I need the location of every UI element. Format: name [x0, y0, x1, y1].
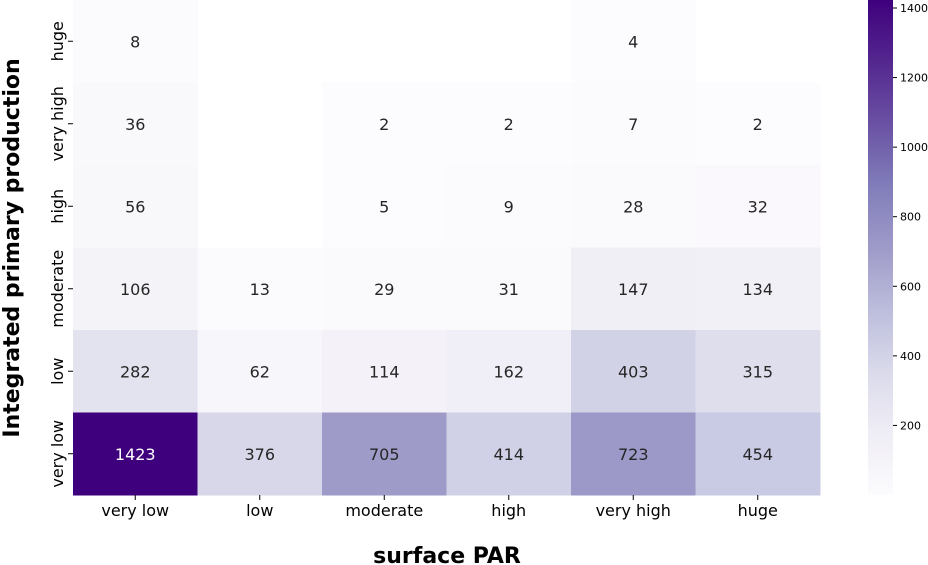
cell-value-label: 2	[504, 115, 514, 134]
heatmap-cell	[695, 247, 821, 331]
heatmap-cell	[446, 82, 572, 166]
heatmap-cell	[73, 412, 198, 496]
y-tick-label: high	[48, 189, 67, 224]
heatmap-cell	[571, 247, 696, 331]
colorbar-tick-label: 1000	[900, 141, 928, 154]
heatmap-cell	[446, 165, 572, 248]
heatmap-cell	[446, 247, 572, 331]
heatmap-cell	[446, 412, 572, 496]
colorbar-tick-label: 600	[900, 280, 921, 293]
heatmap-cell	[571, 412, 696, 496]
y-tick-label: huge	[48, 21, 67, 61]
heatmap-cell	[197, 247, 323, 331]
cell-value-label: 1423	[115, 445, 156, 464]
cell-value-label: 134	[742, 280, 773, 299]
colorbar-tick-label: 200	[900, 419, 921, 432]
cell-value-label: 62	[250, 362, 270, 381]
heatmap-cell	[73, 247, 198, 331]
cell-value-label: 56	[125, 197, 145, 216]
cell-value-label: 32	[748, 197, 768, 216]
x-tick-label: high	[491, 501, 526, 520]
cell-value-label: 705	[369, 445, 400, 464]
heatmap-cell	[695, 330, 821, 413]
cell-value-label: 8	[130, 32, 140, 51]
heatmap-cell	[73, 0, 198, 83]
y-tick-label: moderate	[48, 250, 67, 328]
heatmap-cell	[695, 165, 821, 248]
cell-value-label: 28	[623, 197, 643, 216]
heatmap-cell-labels: 8 4 36 2 2 7 2 56 5 9 28 32 106 13 29 31 147 134 282 62 114 1…	[115, 32, 773, 464]
colorbar-tick-label: 400	[900, 350, 921, 363]
heatmap-cell	[571, 0, 696, 83]
heatmap-cell	[446, 330, 572, 413]
cell-value-label: 162	[493, 362, 524, 381]
heatmap-cell	[197, 330, 323, 413]
heatmap-cell	[571, 165, 696, 248]
heatmap-cells	[73, 0, 821, 496]
cell-value-label: 4	[628, 32, 638, 51]
colorbar-tick-label: 1400	[900, 2, 928, 15]
cell-value-label: 2	[379, 115, 389, 134]
x-tick-label: very low	[101, 501, 169, 520]
x-tick-label: huge	[738, 501, 778, 520]
colorbar-tick-label: 800	[900, 211, 921, 224]
cell-value-label: 114	[369, 362, 400, 381]
x-tick-label: moderate	[345, 501, 423, 520]
cell-value-label: 723	[618, 445, 649, 464]
x-tick-label: very high	[596, 501, 671, 520]
heatmap-cell	[322, 165, 447, 248]
y-tick-label: low	[48, 358, 67, 385]
heatmap-cell	[322, 412, 447, 496]
y-axis-ticks: huge very high high moderate low very low	[48, 21, 73, 488]
x-axis-ticks: very low low moderate high very high huge	[101, 495, 778, 520]
y-tick-label: very high	[48, 86, 67, 161]
cell-value-label: 31	[499, 280, 519, 299]
colorbar-tick-label: 1200	[900, 72, 928, 85]
heatmap-cell	[197, 412, 323, 496]
cell-value-label: 315	[742, 362, 773, 381]
y-axis-title: Integrated primary production	[0, 58, 25, 437]
cell-value-label: 13	[250, 280, 270, 299]
heatmap-cell	[322, 330, 447, 413]
heatmap-cell	[571, 330, 696, 413]
heatmap-cell	[73, 330, 198, 413]
y-tick-label: very low	[48, 420, 67, 488]
cell-value-label: 106	[120, 280, 151, 299]
heatmap-cell	[322, 247, 447, 331]
cell-value-label: 403	[618, 362, 649, 381]
heatmap-cell	[695, 82, 821, 166]
cell-value-label: 282	[120, 362, 151, 381]
heatmap-cell	[73, 165, 198, 248]
cell-value-label: 29	[374, 280, 394, 299]
cell-value-label: 147	[618, 280, 649, 299]
x-axis-title: surface PAR	[373, 544, 521, 565]
cell-value-label: 5	[379, 197, 389, 216]
cell-value-label: 9	[504, 197, 514, 216]
colorbar	[868, 0, 893, 495]
cell-value-label: 376	[244, 445, 275, 464]
cell-value-label: 7	[628, 115, 638, 134]
cell-value-label: 454	[742, 445, 773, 464]
heatmap-cell	[571, 82, 696, 166]
cell-value-label: 2	[753, 115, 763, 134]
heatmap-cell	[322, 82, 447, 166]
heatmap-cell	[695, 412, 821, 496]
cell-value-label: 414	[493, 445, 524, 464]
colorbar-ticks: 200 400 600 800 1000 1200 1400	[893, 2, 928, 432]
cell-value-label: 36	[125, 115, 145, 134]
heatmap-cell	[73, 82, 198, 166]
x-tick-label: low	[246, 501, 273, 520]
